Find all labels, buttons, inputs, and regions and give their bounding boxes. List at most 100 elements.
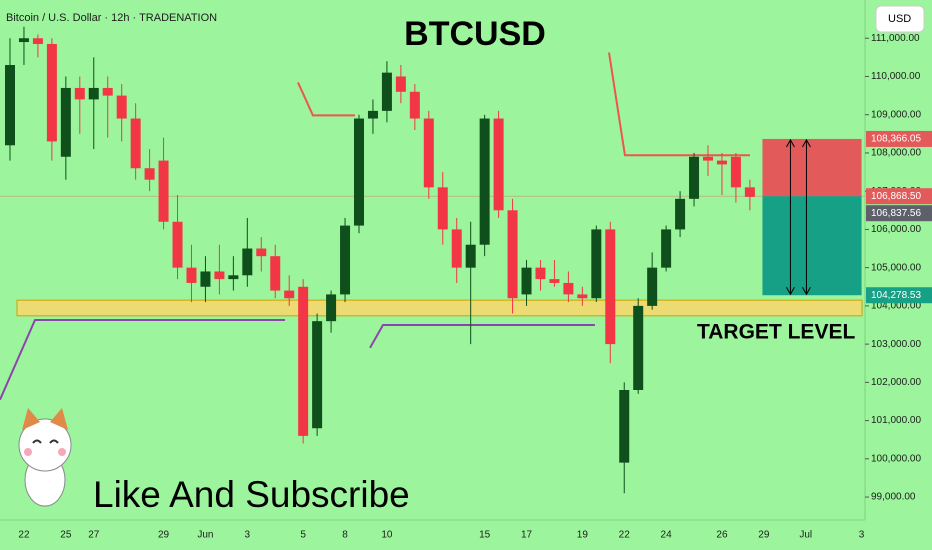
price-tag-label: 106,868.50	[871, 191, 921, 202]
y-tick-label: 108,000.00	[871, 148, 921, 159]
x-tick-label: 15	[479, 530, 491, 541]
x-tick-label: 26	[716, 530, 728, 541]
candle-body	[5, 65, 15, 146]
target-box	[762, 196, 862, 296]
chart-subtitle: Bitcoin / U.S. Dollar · 12h · TRADENATIO…	[6, 12, 217, 24]
currency-button[interactable]	[875, 5, 925, 33]
candle-body	[395, 76, 406, 92]
indicator-line	[369, 323, 595, 349]
candle-body	[381, 72, 392, 111]
candle-body	[130, 118, 141, 169]
currency-label: USD	[888, 13, 911, 25]
candle-body	[703, 156, 713, 161]
price-tag	[866, 205, 932, 222]
candle-body	[18, 38, 29, 43]
candle-body	[437, 187, 448, 230]
y-tick-label: 105,000.00	[871, 262, 921, 273]
candle-body	[479, 118, 490, 245]
candle-body	[535, 267, 546, 280]
candle-body	[46, 43, 57, 142]
candle-body	[186, 267, 197, 283]
candle-body	[744, 187, 755, 197]
candle-body	[32, 38, 43, 44]
x-tick-label: 8	[342, 530, 348, 541]
candle-body	[409, 91, 420, 119]
price-tag	[866, 130, 932, 147]
candle-body	[689, 156, 700, 199]
x-tick-label: 19	[577, 530, 589, 541]
stop-box	[762, 138, 862, 197]
candle-body	[451, 229, 462, 268]
annotation: TARGET LEVEL	[697, 321, 855, 344]
y-tick-label: 111,000.00	[871, 33, 920, 44]
candle-body	[284, 290, 295, 299]
y-tick-label: 99,000.00	[871, 492, 916, 503]
candle-body	[102, 87, 113, 96]
candle-body	[298, 286, 309, 436]
x-tick-label: 27	[88, 530, 100, 541]
price-tag-label: 108,366.05	[871, 134, 921, 145]
candle-body	[200, 271, 211, 287]
candle-body	[577, 294, 588, 299]
x-tick-label: Jul	[799, 530, 812, 541]
indicator-line	[0, 318, 286, 401]
candle-body	[423, 118, 434, 188]
x-tick-label: 17	[521, 530, 533, 541]
candle-body	[647, 267, 658, 306]
candle-body	[549, 279, 560, 283]
candle-body	[270, 256, 281, 291]
candle-body	[326, 294, 337, 322]
chart-title: BTCUSD	[404, 15, 546, 53]
candle-body	[88, 87, 99, 100]
y-tick-label: 104,000.00	[871, 301, 921, 312]
indicator-line	[297, 82, 355, 117]
price-tag-label: 106,837.56	[871, 208, 921, 219]
candle-body	[214, 271, 225, 280]
price-tag	[866, 188, 932, 205]
candle-body	[312, 321, 323, 429]
arrow-head	[786, 138, 795, 296]
y-tick-label: 109,000.00	[871, 109, 921, 120]
x-tick-label: 3	[245, 530, 251, 541]
candle-body	[340, 225, 351, 295]
candle-body	[730, 156, 741, 188]
y-tick-label: 102,000.00	[871, 377, 921, 388]
candle-body	[74, 87, 85, 100]
y-tick-label: 101,000.00	[871, 415, 921, 426]
mascot	[18, 408, 72, 507]
candle-body	[591, 229, 602, 299]
candle-body	[242, 248, 253, 276]
candle-body	[661, 229, 672, 268]
y-tick-label: 110,000.00	[871, 71, 921, 82]
candle-body	[619, 390, 630, 463]
candle-body	[716, 160, 727, 165]
candle-body	[507, 210, 518, 299]
candle-body	[354, 118, 364, 226]
target-zone	[16, 299, 863, 317]
candle-body	[521, 267, 532, 295]
x-tick-label: 5	[300, 530, 306, 541]
x-tick-label: 24	[661, 530, 673, 541]
candle-body	[675, 198, 686, 230]
price-tag	[866, 287, 932, 304]
candle-body	[172, 221, 183, 268]
candle-body	[465, 244, 476, 268]
candle-body	[158, 160, 169, 222]
x-tick-label: 3	[859, 530, 865, 541]
y-tick-label: 103,000.00	[871, 339, 921, 350]
candle-body	[116, 95, 127, 119]
x-tick-label: 10	[381, 530, 393, 541]
candle-body	[563, 282, 574, 295]
y-tick-label: 100,000.00	[871, 453, 921, 464]
candle-body	[144, 168, 155, 180]
candle-body	[228, 275, 239, 280]
x-tick-label: 25	[60, 530, 72, 541]
y-tick-label: 106,000.00	[871, 224, 921, 235]
x-tick-label: Jun	[197, 530, 213, 541]
candle-body	[493, 118, 504, 211]
price-tag-label: 104,278.53	[871, 290, 921, 301]
x-tick-label: 29	[158, 530, 170, 541]
x-tick-label: 22	[18, 530, 30, 541]
